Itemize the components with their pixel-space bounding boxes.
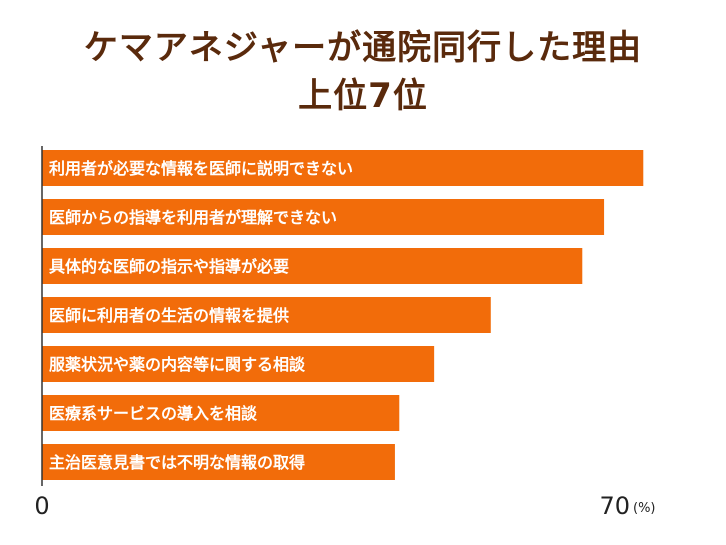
bar-6 — [42, 395, 400, 431]
bar-2 — [42, 199, 605, 235]
bar-label-3: 具体的な医師の指示や指導が必要 — [49, 257, 289, 276]
chart-title-line2: 上位7位 — [298, 76, 428, 116]
x-unit-label: (%) — [633, 501, 656, 516]
bar-label-4: 医師に利用者の生活の情報を提供 — [49, 306, 289, 325]
bar-label-1: 利用者が必要な情報を医師に説明できない — [49, 159, 353, 178]
bar-label-7: 主治医意見書では不明な情報の取得 — [49, 453, 305, 472]
bar-4 — [42, 297, 491, 333]
bar-label-5: 服薬状況や薬の内容等に関する相談 — [49, 355, 306, 374]
bar-5 — [42, 346, 435, 382]
bar-3 — [42, 248, 583, 284]
x-tick-label-70: 70 — [599, 492, 630, 520]
bar-1 — [42, 150, 644, 186]
bar-label-6: 医療系サービスの導入を相談 — [49, 404, 258, 423]
bar-label-2: 医師からの指導を利用者が理解できない — [49, 208, 337, 227]
chart-title-line1: ケマアネジャーが通院同行した理由 — [83, 28, 643, 68]
x-tick-label-0: 0 — [34, 492, 49, 520]
bar-7 — [42, 444, 395, 480]
bars-group: 利用者が必要な情報を医師に説明できない医師からの指導を利用者が理解できない具体的… — [42, 150, 644, 480]
